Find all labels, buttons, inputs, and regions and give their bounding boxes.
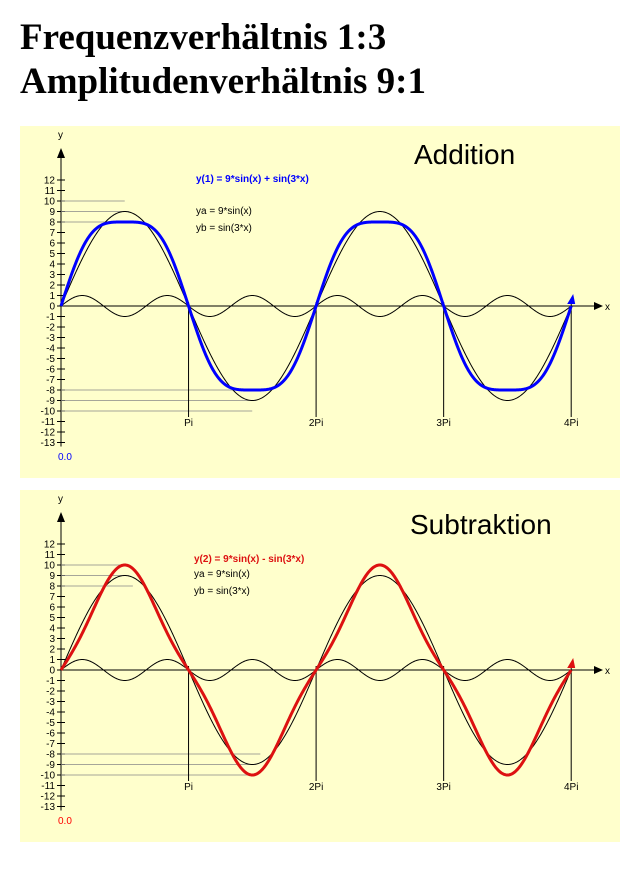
chart-subtraktion-x-arrow: [594, 666, 603, 674]
chart-addition-origin-label: 0.0: [58, 452, 72, 463]
chart-addition-y-tick-label: -3: [46, 333, 55, 344]
chart-addition-y-label: y: [58, 130, 63, 141]
chart-subtraktion-title: Subtraktion: [410, 509, 552, 540]
chart-subtraktion-y-tick-label: -5: [46, 718, 55, 729]
chart-subtraktion-x-tick-label: Pi: [184, 782, 193, 793]
chart-subtraktion-y-arrow: [57, 512, 65, 522]
chart-addition-legend-yb: yb = sin(3*x): [196, 223, 252, 234]
chart-subtraktion-y-tick-label: 5: [49, 613, 55, 624]
chart-subtraktion-x-label: x: [605, 666, 610, 677]
chart-addition-y-tick-label: 12: [44, 176, 56, 187]
chart-subtraktion-y-tick-label: 12: [44, 540, 56, 551]
chart-addition-y-tick-label: -12: [41, 428, 56, 439]
chart-addition-y-tick-label: 5: [49, 249, 55, 260]
chart-subtraktion-y-tick-label: -4: [46, 708, 55, 719]
chart-subtraktion-y-tick-label: 0: [49, 666, 55, 677]
chart-addition-y-tick-label: -9: [46, 396, 55, 407]
chart-addition-y-arrow: [57, 148, 65, 158]
chart-subtraktion-x-tick-label: 4Pi: [564, 782, 578, 793]
chart-addition-y-tick-label: -4: [46, 344, 55, 355]
chart-addition-y-tick-label: 10: [44, 197, 56, 208]
chart-subtraktion-y-tick-label: -11: [41, 781, 55, 792]
chart-addition-y-tick-label: 2: [49, 281, 55, 292]
chart-addition-y-tick-label: -7: [46, 375, 55, 386]
chart-addition-y-tick-label: -8: [46, 386, 55, 397]
chart-subtraktion-y-tick-label: -3: [46, 697, 55, 708]
chart-addition-series-end-arrow: [567, 294, 576, 304]
chart-subtraktion-origin-label: 0.0: [58, 816, 72, 827]
chart-addition-x-tick-label: 4Pi: [564, 418, 578, 429]
chart-addition-series-0: [59, 220, 573, 392]
chart-subtraktion-y-tick-label: -10: [41, 771, 56, 782]
chart-subtraktion-y-tick-label: 9: [49, 571, 55, 582]
chart-subtraktion-y-tick-label: 2: [49, 645, 55, 656]
chart-subtraktion-y-tick-label: -2: [46, 687, 55, 698]
chart-subtraktion-x-tick-label: 3Pi: [436, 782, 450, 793]
chart-addition-x-label: x: [605, 302, 610, 313]
chart-subtraktion-y-label: y: [58, 494, 63, 505]
chart-subtraktion-y-tick-label: -9: [46, 760, 55, 771]
chart-subtraktion: yx1211109876543210-1-2-3-4-5-6-7-8-9-10-…: [41, 494, 610, 827]
chart-addition-y-tick-label: -5: [46, 354, 55, 365]
chart-addition-y-tick-label: 8: [49, 218, 55, 229]
chart-subtraktion-y-tick-label: -6: [46, 729, 55, 740]
chart-addition-x-arrow: [594, 302, 603, 310]
chart-addition-x-tick-label: 2Pi: [309, 418, 323, 429]
chart-subtraktion-y-tick-label: 4: [49, 624, 55, 635]
chart-addition-legend-main: y(1) = 9*sin(x) + sin(3*x): [196, 174, 309, 185]
page-title-line-2: Amplitudenverhältnis 9:1: [20, 61, 427, 102]
chart-addition-y-tick-label: 1: [49, 291, 55, 302]
chart-addition-x-tick-label: Pi: [184, 418, 193, 429]
chart-panel-subtraktion: y x 12 11 10 9 8 7 6 5 4 3 2 1 0 -1 -2 -3 -4 -5 -6 -7 -8 -9 -10-…: [20, 490, 620, 842]
chart-addition-y-tick-label: 0: [49, 302, 55, 313]
chart-subtraktion-x-tick-label: 2Pi: [309, 782, 323, 793]
chart-subtraktion-y-tick-label: 7: [49, 592, 55, 603]
chart-addition-x-tick-label: 3Pi: [436, 418, 450, 429]
chart-subtraktion-y-tick-label: -8: [46, 750, 55, 761]
chart-subtraktion-y-tick-label: 10: [44, 561, 56, 572]
chart-addition-title: Addition: [414, 139, 515, 170]
chart-subtraktion-y-tick-label: 3: [49, 634, 55, 645]
chart-subtraktion-series-end-arrow: [567, 658, 576, 668]
chart-addition-y-tick-label: -2: [46, 323, 55, 334]
chart-addition-legend-ya: ya = 9*sin(x): [196, 206, 252, 217]
chart-addition-y-tick-label: 7: [49, 228, 55, 239]
chart-addition-y-tick-label: -6: [46, 365, 55, 376]
chart-subtraktion-legend-yb: yb = sin(3*x): [194, 586, 250, 597]
chart-subtraktion-y-tick-label: 11: [45, 550, 56, 561]
chart-addition-y-tick-label: -10: [41, 407, 56, 418]
chart-subtraktion-y-tick-label: 8: [49, 582, 55, 593]
chart-addition-y-tick-label: 9: [49, 207, 55, 218]
chart-addition: yx1211109876543210-1-2-3-4-5-6-7-8-9-10-…: [41, 130, 610, 463]
chart-subtraktion-y-tick-label: -7: [46, 739, 55, 750]
chart-subtraktion-y-tick-label: 1: [49, 655, 55, 666]
chart-subtraktion-legend-main: y(2) = 9*sin(x) - sin(3*x): [194, 554, 304, 565]
chart-addition-y-tick-label: -11: [41, 417, 55, 428]
chart-subtraktion-y-tick-label: -12: [41, 792, 56, 803]
chart-subtraktion-legend-ya: ya = 9*sin(x): [194, 569, 250, 580]
chart-subtraktion-series-0: [59, 563, 573, 777]
chart-addition-y-tick-label: 4: [49, 260, 55, 271]
chart-subtraktion-y-tick-label: 6: [49, 603, 55, 614]
page-title-line-1: Frequenzverhältnis 1:3: [20, 17, 387, 58]
chart-addition-y-tick-label: 6: [49, 239, 55, 250]
chart-addition-y-tick-label: -13: [41, 438, 56, 449]
chart-addition-y-tick-label: 3: [49, 270, 55, 281]
chart-panel-addition: y x 12 11 10 9 8 7 6 5 4 3 2 1 0 -1 -2 -3 -4 -5 -6 -7 -8 -9 -10-…: [20, 126, 620, 478]
chart-addition-y-tick-label: 11: [45, 186, 56, 197]
chart-subtraktion-y-tick-label: -1: [46, 676, 55, 687]
chart-addition-y-tick-label: -1: [46, 312, 55, 323]
chart-subtraktion-y-tick-label: -13: [41, 802, 56, 813]
